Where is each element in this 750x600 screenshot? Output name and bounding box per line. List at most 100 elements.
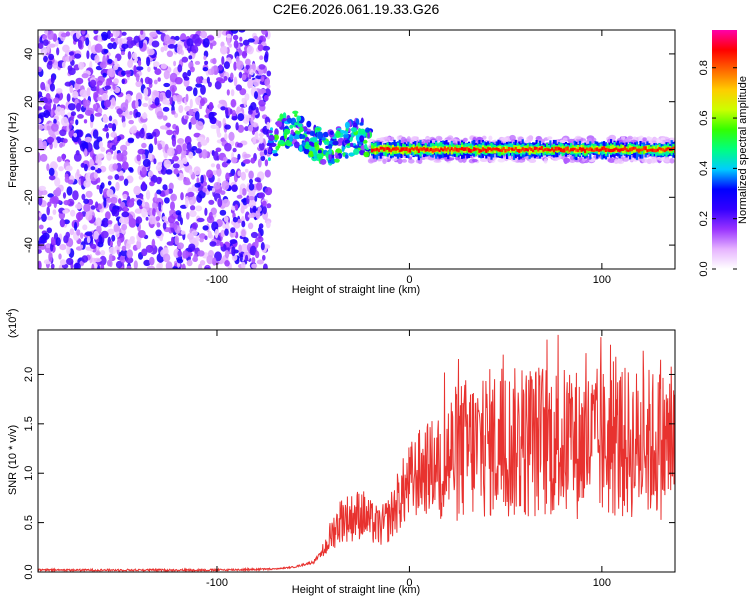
heatmap-cell [211,66,214,76]
heatmap-cell [502,147,505,154]
heatmap-cell [121,43,129,50]
heatmap-cell [242,114,250,124]
heatmap-cell [473,147,476,152]
heatmap-cell [479,158,488,163]
heatmap-cell [191,230,198,237]
heatmap-cell [206,255,214,265]
heatmap-cell [68,122,72,131]
heatmap-cell [219,79,226,84]
heatmap-cell [63,200,70,206]
heatmap-cell [349,142,354,147]
heatmap-cell [217,197,223,208]
heatmap-cell [296,115,302,122]
heatmap-cell [62,44,70,53]
heatmap-cell [223,216,229,222]
heatmap-cell [63,219,70,225]
heatmap-cell [59,259,67,266]
heatmap-cell [235,122,239,131]
heatmap-cell [660,147,663,151]
heatmap-cell [306,131,311,135]
heatmap-cell [44,102,52,110]
y-tick-label: 0.0 [23,564,35,579]
heatmap-cell [225,172,230,181]
heatmap-cell [266,203,272,209]
heatmap-cell [77,114,84,119]
heatmap-cell [102,72,107,78]
heatmap-cell [51,123,59,132]
heatmap-cell [149,256,155,266]
heatmap-cell [151,131,157,137]
heatmap-cell [93,171,98,179]
heatmap-cell [502,147,505,151]
heatmap-cell [658,148,661,154]
heatmap-cell [168,182,174,191]
heatmap-cell [198,263,203,269]
heatmap-cell [616,148,620,152]
heatmap-cell [182,157,188,165]
heatmap-cell [488,147,491,150]
heatmap-cell [345,144,351,149]
heatmap-cell [175,144,182,155]
heatmap-cell [298,144,303,153]
heatmap-cell [211,170,218,176]
heatmap-cell [94,112,102,117]
heatmap-cell [147,152,153,162]
heatmap-cell [62,192,67,199]
heatmap-cell [54,106,63,116]
spectrogram-y-ticks: -40 -20 0 20 40 [23,48,675,253]
heatmap-cell [490,148,493,152]
heatmap-cell [75,119,79,126]
heatmap-cell [669,157,675,164]
heatmap-cell [78,129,83,138]
heatmap-cell [511,147,514,151]
heatmap-cell [180,217,183,226]
heatmap-cell [172,155,179,162]
heatmap-cell [141,208,148,218]
heatmap-cell [188,151,194,159]
heatmap-cell [118,218,124,223]
heatmap-cell [241,229,246,238]
heatmap-cell [48,43,56,48]
heatmap-cell [145,189,151,200]
heatmap-cell [226,33,232,39]
heatmap-cell [237,124,245,133]
heatmap-cell [559,147,562,152]
heatmap-cell [135,66,144,71]
heatmap-cell [509,147,512,150]
heatmap-cell [450,147,453,151]
heatmap-cell [116,108,123,115]
heatmap-cell [383,136,392,141]
heatmap-cell [94,165,99,170]
heatmap-cell [561,148,564,153]
heatmap-cell [94,43,103,53]
heatmap-cell [145,216,149,221]
heatmap-cell [258,99,266,107]
heatmap-cell [44,244,52,248]
heatmap-cell [206,76,210,84]
heatmap-cell [48,167,55,176]
heatmap-cell [381,146,384,150]
heatmap-cell [251,263,258,269]
heatmap-cell [254,177,261,183]
heatmap-cell [68,55,73,62]
heatmap-cell [403,147,406,151]
heatmap-cell [53,118,57,125]
heatmap-cell [147,78,153,85]
heatmap-cell [253,78,260,87]
heatmap-cell [260,75,265,82]
heatmap-cell [149,31,158,37]
heatmap-cell [239,36,243,42]
heatmap-cell [414,146,417,150]
heatmap-cell [513,148,516,151]
heatmap-cell [152,61,160,68]
heatmap-cell [244,168,249,173]
heatmap-cell [176,44,183,55]
heatmap-cell [195,148,203,154]
heatmap-cell [133,65,137,75]
heatmap-cell [249,245,257,256]
heatmap-cell [379,146,382,150]
heatmap-cell [299,126,304,133]
heatmap-cell [509,134,516,141]
heatmap-cell [41,213,47,222]
